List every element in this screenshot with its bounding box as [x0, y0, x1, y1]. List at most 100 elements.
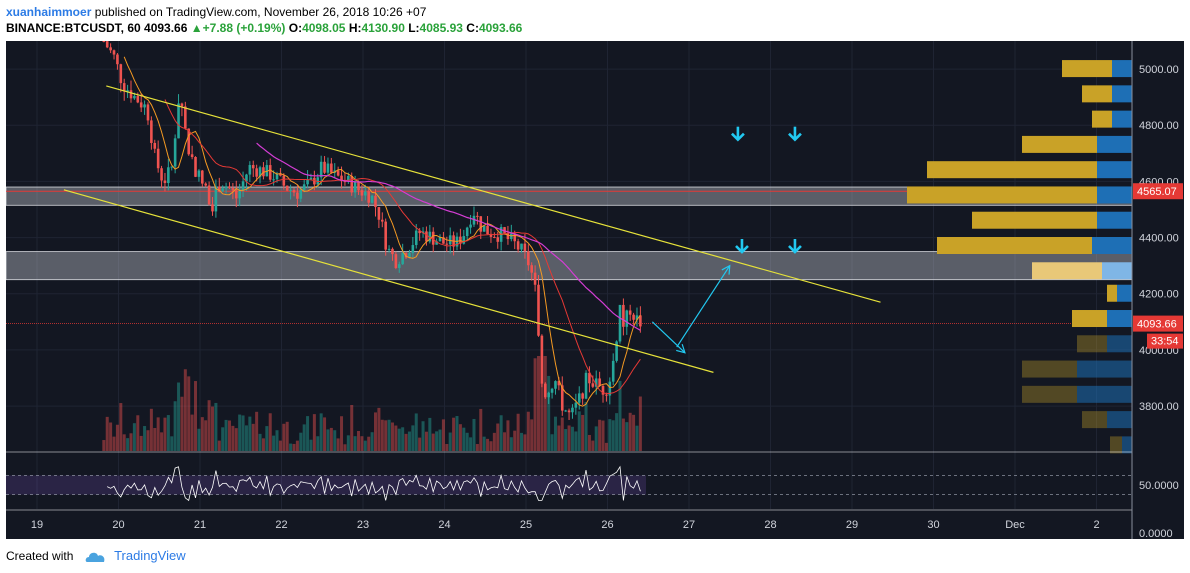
- volume-bar: [428, 417, 432, 451]
- volume-bar: [465, 432, 469, 451]
- volume-bar: [187, 376, 191, 451]
- candle-body: [557, 381, 561, 386]
- candles: [102, 41, 642, 421]
- candle-body: [187, 128, 191, 155]
- candle-body: [513, 233, 517, 242]
- volume-bar: [357, 430, 361, 451]
- profile-down-bar: [1077, 335, 1107, 353]
- volume-bar: [380, 419, 384, 451]
- lower-zone: [6, 251, 1133, 281]
- volume-bar: [496, 423, 500, 451]
- profile-down-bar: [1022, 360, 1077, 378]
- profile-down-bar: [1082, 411, 1107, 429]
- candle-body: [228, 186, 231, 188]
- candle-body: [635, 315, 639, 320]
- rsi-line: [107, 465, 641, 502]
- candle-body: [279, 173, 282, 176]
- projection-arrow: [651, 321, 686, 354]
- volume-bar: [309, 439, 313, 451]
- volume-bar: [445, 443, 449, 451]
- candle-body: [360, 190, 364, 196]
- candle-body: [574, 402, 578, 408]
- quote-bar: BINANCE:BTCUSDT, 60 4093.66 ▲+7.88 (+0.1…: [6, 21, 522, 35]
- candle-body: [543, 383, 547, 398]
- candle-body: [221, 188, 224, 192]
- volume-bar: [132, 423, 136, 451]
- volume-bar: [448, 432, 452, 451]
- candle-body: [156, 148, 160, 169]
- resistance-price-label-bg: [1133, 183, 1183, 200]
- candle-body: [435, 241, 438, 245]
- candle-body: [207, 185, 211, 205]
- down-arrow-head: [735, 245, 749, 254]
- arrow-shaft: [651, 321, 686, 354]
- upper-channel: [106, 85, 881, 303]
- volume-bar: [166, 415, 170, 451]
- candle-body: [272, 179, 275, 181]
- rsi-tick-label: 50.0000: [1139, 480, 1179, 492]
- candle-body: [153, 142, 157, 149]
- candle-body: [163, 180, 167, 184]
- price-tick-label: 4800.00: [1139, 120, 1179, 132]
- price-tick-label: 3800.00: [1139, 401, 1179, 413]
- time-tick-label: 28: [764, 519, 776, 531]
- candle-body: [251, 165, 255, 169]
- candle-body: [112, 50, 116, 55]
- volume-bar: [390, 422, 394, 451]
- candle-body: [414, 230, 418, 246]
- volume-bar: [282, 423, 286, 451]
- profile-down-bar: [1110, 436, 1122, 454]
- candle-body: [180, 103, 184, 107]
- volume-bar: [244, 425, 248, 451]
- volume-bar: [574, 431, 578, 451]
- last-price-label-bg: [1133, 315, 1183, 332]
- candle-body: [211, 204, 214, 212]
- volume-bar: [550, 434, 554, 451]
- candle-body: [340, 175, 343, 182]
- volume-bar: [210, 406, 214, 451]
- candle-body: [482, 225, 486, 232]
- volume-bar: [207, 400, 211, 451]
- candle-body: [282, 175, 286, 186]
- time-tick-label: 25: [520, 519, 532, 531]
- volume-bar: [486, 438, 490, 451]
- volume-bar: [608, 419, 612, 451]
- countdown-bg: [1147, 333, 1183, 349]
- volume-bar: [367, 436, 371, 451]
- profile-up-bar: [1097, 211, 1132, 229]
- volume-bar: [319, 413, 323, 451]
- candle-body: [231, 187, 235, 191]
- candle-body: [119, 64, 123, 84]
- candle-body: [533, 272, 537, 285]
- volume-bar: [340, 416, 344, 451]
- candle-body: [625, 310, 629, 327]
- arrow-head: [676, 343, 686, 354]
- volume-bar: [306, 416, 310, 451]
- tradingview-logo-icon: [85, 552, 105, 562]
- candle-body: [245, 174, 248, 182]
- volume-bar: [234, 428, 238, 451]
- volume-bar: [265, 426, 269, 451]
- volume-bar: [200, 417, 204, 451]
- volume-bar: [302, 424, 306, 451]
- volume-bar: [180, 396, 184, 451]
- candle-body: [608, 381, 612, 396]
- volume-bar: [333, 430, 337, 451]
- candle-body: [343, 181, 347, 183]
- candle-body: [618, 304, 622, 342]
- candle-body: [357, 181, 360, 191]
- candle-body: [370, 195, 374, 203]
- volume-bar: [584, 401, 588, 451]
- volume-bar: [255, 411, 259, 451]
- author-name[interactable]: xuanhaimmoer: [6, 5, 92, 19]
- price-chart[interactable]: 5000.004800.004600.004400.004200.004000.…: [6, 41, 1184, 539]
- volume-bar: [312, 414, 316, 451]
- volume-bar: [323, 417, 327, 451]
- volume-bar: [418, 437, 422, 451]
- tradingview-brand[interactable]: TradingView: [114, 548, 186, 563]
- candle-body: [167, 167, 170, 184]
- volume-bar: [160, 432, 164, 451]
- volume-bar: [163, 417, 167, 451]
- candle-body: [285, 185, 289, 191]
- publish-header: xuanhaimmoer published on TradingView.co…: [6, 4, 426, 20]
